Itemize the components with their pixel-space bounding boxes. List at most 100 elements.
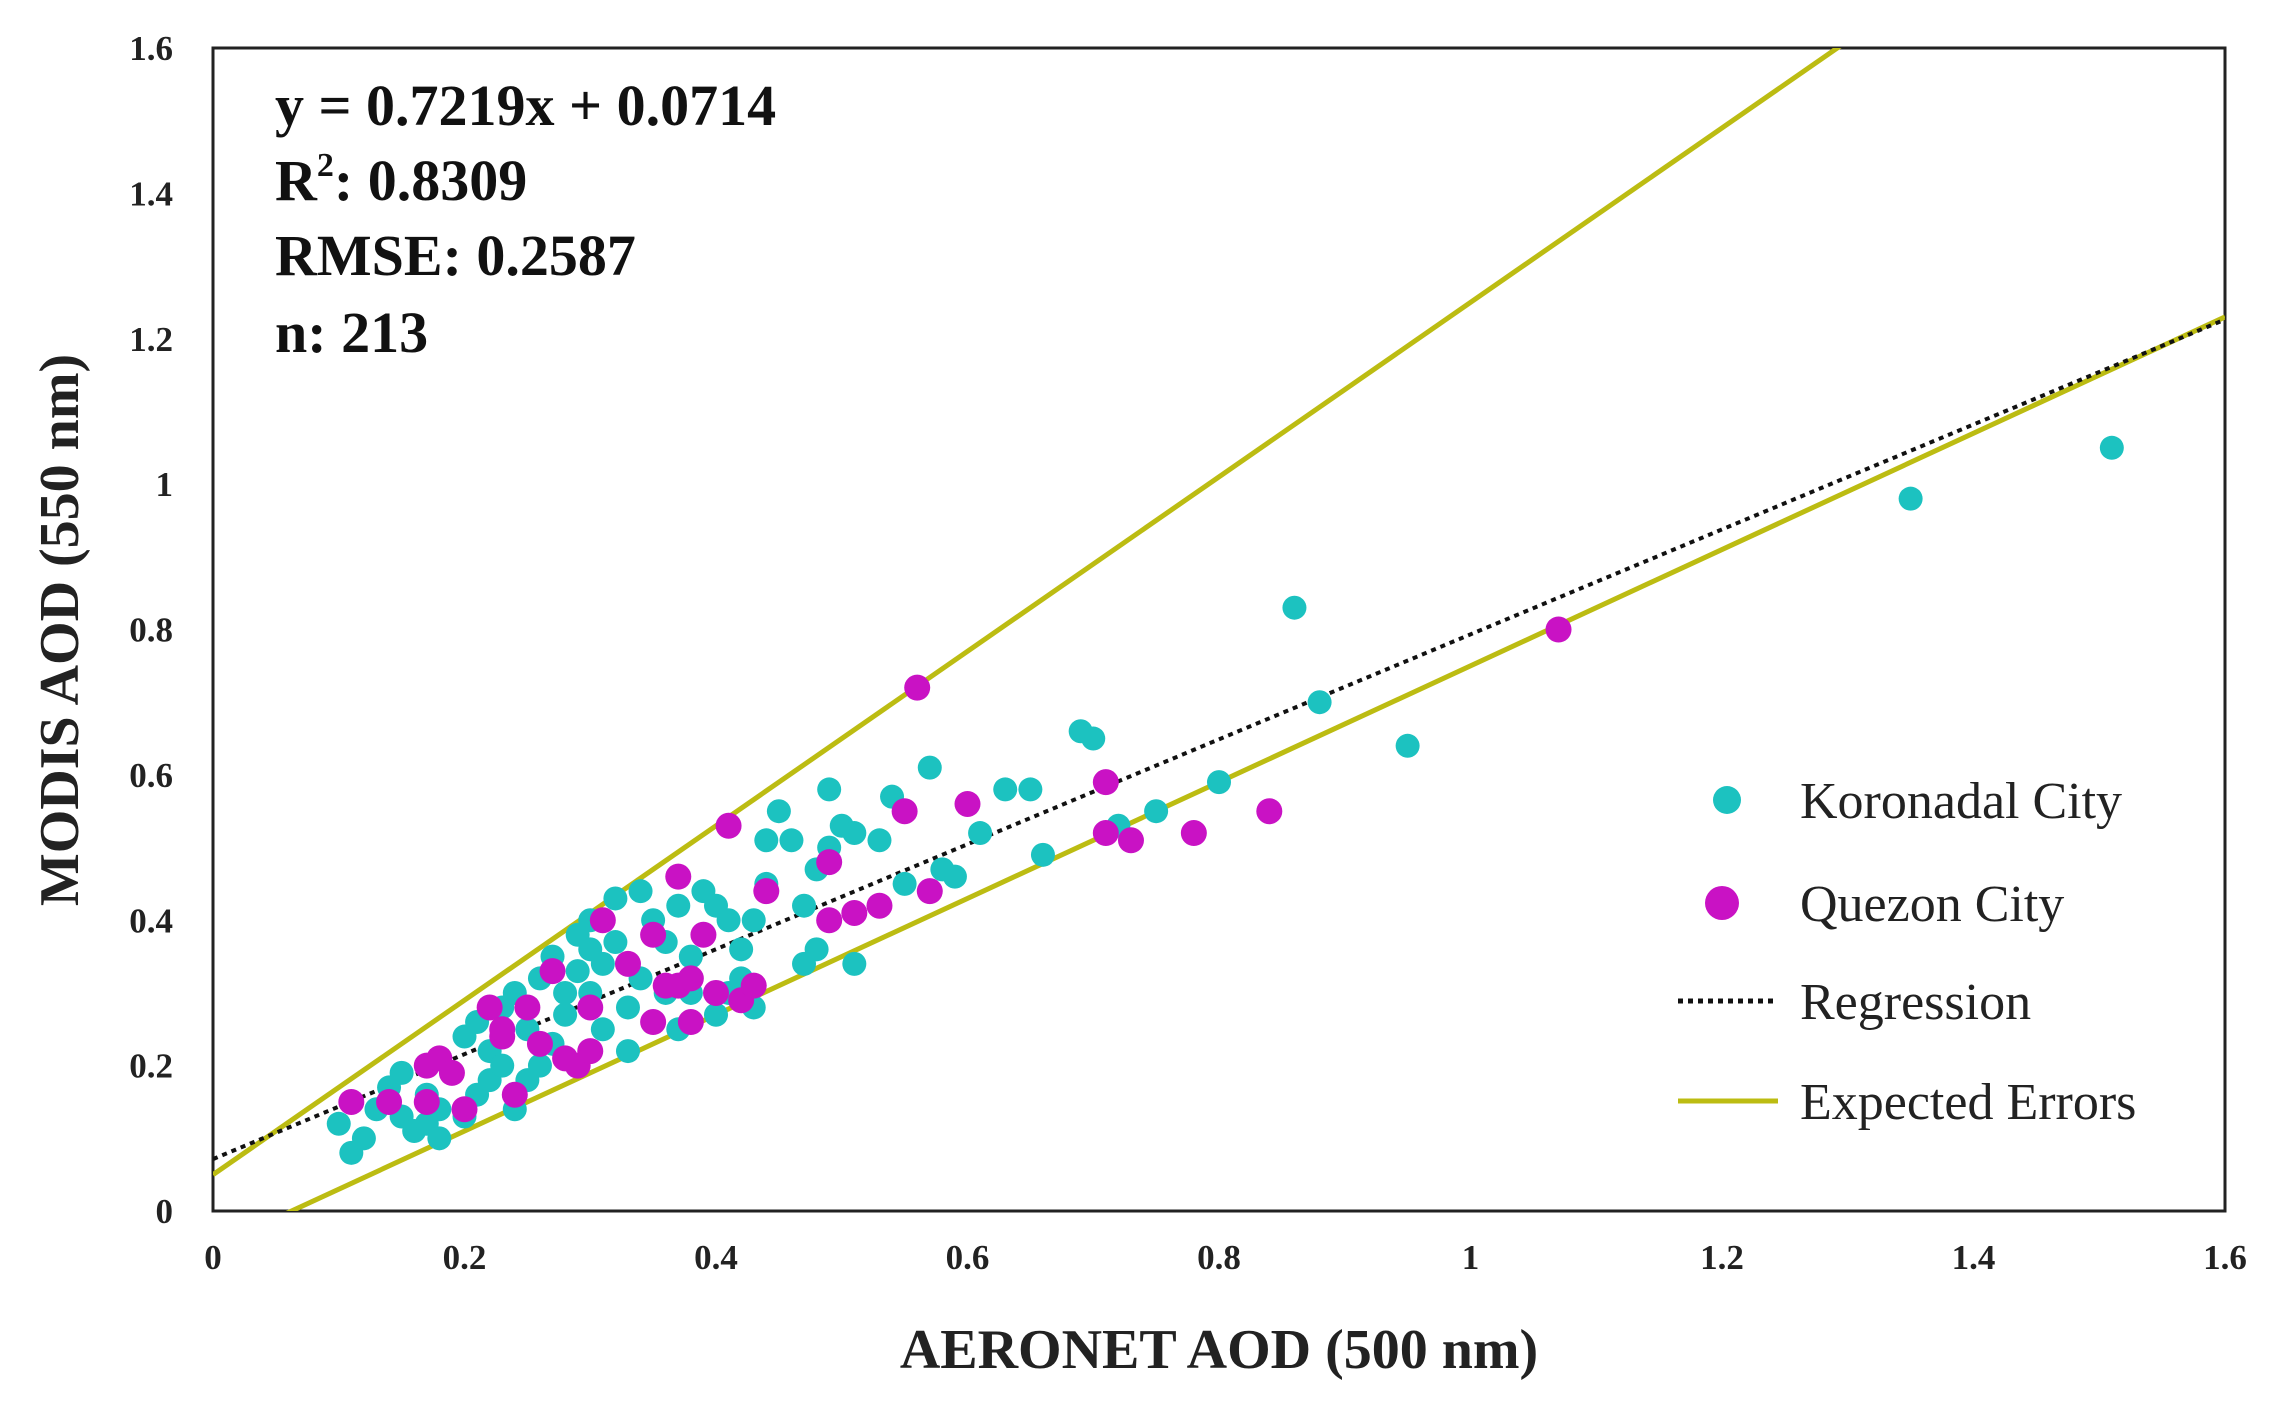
koronadal-city-point [1307, 690, 1332, 715]
x-tick-label: 1.2 [1700, 1238, 1744, 1277]
x-tick-label: 1.4 [1952, 1238, 1996, 1277]
x-tick-label: 0.8 [1197, 1238, 1241, 1277]
koronadal-city-point [527, 1053, 552, 1078]
quezon-city-point [816, 907, 843, 934]
koronadal-city-point [326, 1111, 351, 1136]
y-axis-title: MODIS AOD (550 nm) [29, 354, 91, 906]
quezon-city-point [501, 1081, 528, 1108]
legend-marker-koronadal-city [1713, 786, 1741, 814]
quezon-city-point [677, 965, 704, 992]
r-squared-superscript: 2 [317, 147, 334, 184]
quezon-city-point [526, 1030, 553, 1057]
koronadal-city-point [867, 828, 892, 853]
koronadal-city-point [615, 1039, 640, 1064]
quezon-city-point [1117, 827, 1144, 854]
koronadal-city-point [1395, 733, 1420, 758]
y-axis-ticks: 0 0.2 0.4 0.6 0.8 1 1.2 1.4 1.6 [129, 29, 173, 1231]
legend: Koronadal City Quezon City Regression Ex… [1678, 773, 2136, 1131]
quezon-city-point [376, 1088, 403, 1115]
koronadal-city-point [553, 1002, 578, 1027]
legend-label-expected-errors: Expected Errors [1800, 1074, 2136, 1131]
quezon-city-point [1256, 798, 1283, 825]
quezon-city-point [577, 994, 604, 1021]
quezon-city-point [841, 899, 868, 926]
koronadal-city-point [553, 980, 578, 1005]
quezon-city-point [614, 950, 641, 977]
r-squared-value: : 0.8309 [334, 148, 527, 213]
y-tick-label: 1.4 [129, 174, 173, 213]
quezon-city-point [816, 849, 843, 876]
points-layer [326, 435, 2124, 1165]
x-tick-label: 1.6 [2203, 1238, 2247, 1277]
rmse: RMSE: 0.2587 [275, 223, 636, 288]
koronadal-city-point [1282, 595, 1307, 620]
quezon-city-point [640, 921, 667, 948]
y-tick-label: 0.4 [129, 901, 173, 940]
quezon-city-point [954, 790, 981, 817]
regression-line [213, 317, 2225, 1161]
koronadal-city-point [892, 871, 917, 896]
koronadal-city-point [1207, 770, 1231, 795]
y-tick-label: 0.6 [129, 756, 173, 795]
quezon-city-point [904, 674, 931, 701]
quezon-city-point [451, 1096, 478, 1123]
x-tick-label: 0.2 [443, 1238, 487, 1277]
quezon-city-point [1180, 820, 1207, 847]
y-tick-label: 0.2 [129, 1047, 173, 1086]
quezon-city-point [703, 979, 729, 1006]
sample-count: n: 213 [275, 300, 428, 365]
y-tick-label: 0.8 [129, 611, 173, 650]
quezon-city-point [690, 921, 717, 948]
legend-label-regression: Regression [1800, 974, 2031, 1031]
x-tick-label: 0.6 [946, 1238, 990, 1277]
koronadal-city-point [842, 951, 867, 976]
stats-annotation: y = 0.7219x + 0.0714 R2: 0.8309 RMSE: 0.… [275, 73, 776, 365]
quezon-city-point [539, 958, 566, 985]
quezon-city-point [413, 1088, 440, 1115]
y-tick-label: 1.2 [129, 320, 173, 359]
regression-equation: y = 0.7219x + 0.0714 [275, 73, 776, 138]
quezon-city-point [677, 1009, 704, 1036]
quezon-city-point [753, 878, 780, 905]
quezon-city-point [1092, 769, 1119, 796]
legend-marker-quezon-city [1705, 886, 1739, 920]
quezon-city-point [438, 1059, 465, 1086]
quezon-city-point [476, 994, 503, 1021]
x-tick-label: 1 [1462, 1238, 1480, 1277]
koronadal-city-point [1144, 799, 1169, 824]
koronadal-city-point [1898, 486, 1923, 511]
koronadal-city-point [942, 864, 967, 889]
koronadal-city-point [741, 908, 766, 933]
x-axis-ticks: 0 0.2 0.4 0.6 0.8 1 1.2 1.4 1.6 [204, 1238, 2247, 1277]
x-tick-label: 0 [204, 1238, 222, 1277]
koronadal-city-point [716, 908, 741, 933]
koronadal-city-point [590, 951, 615, 976]
koronadal-city-point [427, 1126, 452, 1151]
expected-error-upper-line [213, 48, 1842, 1177]
quezon-city-point [891, 798, 918, 825]
koronadal-city-point [603, 930, 628, 955]
koronadal-city-point [628, 879, 653, 904]
quezon-city-point [338, 1088, 365, 1115]
koronadal-city-point [590, 1017, 615, 1042]
quezon-city-point [1092, 820, 1119, 847]
koronadal-city-point [351, 1126, 376, 1151]
koronadal-city-point [754, 828, 779, 853]
quezon-city-point [589, 907, 616, 934]
koronadal-city-point [389, 1060, 414, 1085]
koronadal-city-point [490, 1053, 515, 1078]
quezon-city-point [916, 878, 943, 905]
koronadal-city-point [766, 799, 791, 824]
quezon-city-point [489, 1016, 516, 1043]
quezon-city-point [715, 812, 742, 839]
quezon-city-point [577, 1038, 604, 1065]
koronadal-city-point [792, 893, 817, 918]
quezon-city-point [665, 863, 692, 890]
koronadal-city-point [603, 886, 628, 911]
legend-label-koronadal-city: Koronadal City [1800, 773, 2122, 830]
quezon-city-point [1545, 616, 1572, 643]
quezon-city-point [740, 972, 767, 999]
koronadal-city-point [804, 937, 829, 962]
koronadal-city-point [666, 893, 691, 918]
